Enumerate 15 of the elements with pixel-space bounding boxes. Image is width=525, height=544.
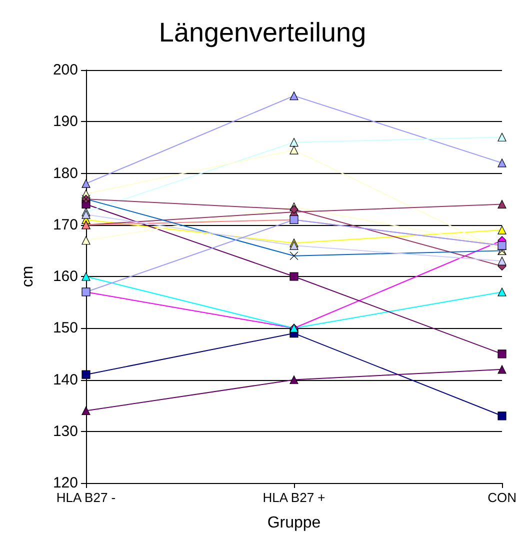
y-tick-label: 160 [52, 268, 78, 285]
y-tick-label: 190 [52, 113, 78, 130]
y-axis-title: cm [20, 266, 36, 288]
y-tick-label: 170 [52, 216, 78, 234]
y-tick-label: 150 [52, 320, 78, 337]
y-tick-label: 180 [52, 164, 78, 182]
chart-title: Längenverteilung [158, 18, 366, 48]
y-tick-label: 200 [52, 62, 78, 78]
y-tick-label: 130 [52, 422, 78, 440]
x-tick-label: HLA B27 + [262, 490, 326, 505]
x-tick-label: HLA B27 - [56, 490, 116, 505]
x-tick-label: CON [488, 490, 516, 505]
y-tick-label: 140 [52, 371, 78, 388]
x-axis-title: Gruppe [267, 514, 321, 532]
y-tick-label: 120 [52, 474, 78, 492]
